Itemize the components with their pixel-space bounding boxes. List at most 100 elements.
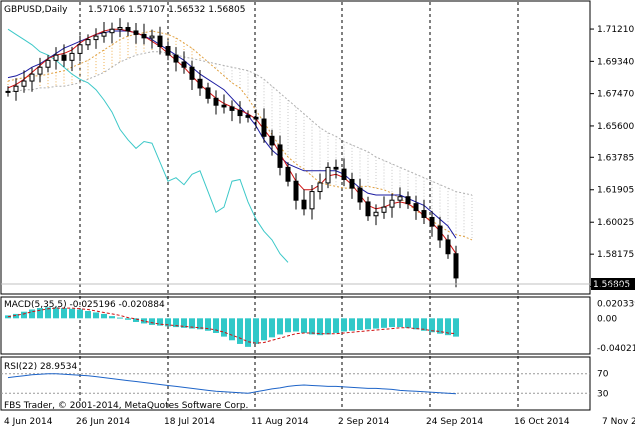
bar-body-33 [269,135,275,146]
bar-body-10 [85,39,91,46]
macd-bar-7 [61,308,67,319]
bar-body-47 [381,206,387,213]
rsi-panel[interactable] [0,356,591,411]
macd-bar-33 [269,318,275,338]
x-tick-label-2: 18 Jul 2014 [164,417,215,427]
bar-body-53 [429,216,435,227]
bar-body-17 [141,33,147,39]
macd-bar-38 [309,318,315,335]
x-axis-labels: 4 Jun 2014 26 Jun 2014 18 Jul 2014 11 Aug 2… [4,417,635,427]
macd-bar-8 [69,308,75,319]
ohlc-values: 1.57106 1.57107 1.56532 1.56805 [88,5,245,15]
macd-tick-label-0: 0.020339 [597,299,635,309]
macd-bar-40 [325,318,331,335]
bar-body-23 [189,66,195,80]
main-tick-label-7: 1.58175 [597,250,634,260]
main-tick-label-1: 1.69340 [597,57,634,67]
rsi-line-path [7,373,457,395]
macd-bar-10 [85,310,91,319]
macd-bar-13 [109,316,115,319]
macd-bar-51 [413,318,419,330]
bar-body-42 [341,168,347,180]
rsi-tick-label-1: 30 [597,389,609,399]
current-price-label: 1.56805 [593,280,630,290]
macd-bar-53 [429,318,435,333]
macd-bar-15 [125,318,131,320]
macd-bar-27 [221,318,227,337]
bar-body-20 [165,45,171,56]
macd-histogram [5,307,459,347]
x-tick-label-6: 16 Oct 2014 [514,417,570,427]
macd-bar-0 [5,315,11,319]
bar-body-39 [317,182,323,193]
price-bars [5,18,459,288]
main-tick-label-8: 1.56300 [597,283,634,293]
rsi-header: RSI(22) 28.9534 [4,362,77,372]
macd-header: MACD(5,35,5) -0.025196 -0.020884 [4,300,165,310]
macd-bar-19 [157,318,163,326]
macd-bar-31 [253,318,259,344]
x-tick-label-5: 24 Sep 2014 [426,417,483,427]
y-axis-labels: 1.71210 1.69340 1.67470 1.65600 1.63785 1.619… [590,25,635,399]
senkou-span-b [8,51,473,196]
macd-bar-39 [317,318,323,336]
macd-bar-11 [93,312,99,319]
bar-body-2 [21,80,27,87]
macd-bar-5 [45,307,51,319]
main-tick-label-5: 1.61905 [597,186,634,196]
bar-body-25 [205,87,211,99]
bar-body-7 [61,54,67,61]
bar-body-32 [261,118,267,137]
macd-bar-42 [341,318,347,332]
macd-bar-20 [165,318,171,327]
macd-bar-54 [437,318,443,334]
bar-body-12 [101,32,107,37]
bar-body-31 [253,116,259,120]
bar-body-30 [245,115,251,118]
macd-bar-3 [29,309,35,319]
main-tick-label-6: 1.60025 [597,218,634,228]
macd-signal-line [7,307,457,344]
macd-bar-45 [365,318,371,330]
bar-body-50 [405,196,411,205]
bar-body-19 [157,35,163,47]
macd-bar-16 [133,318,139,322]
bar-body-9 [77,44,83,54]
bar-body-37 [301,199,307,210]
macd-bar-48 [389,318,395,328]
bar-body-46 [373,211,379,217]
x-tick-label-3: 11 Aug 2014 [251,417,309,427]
x-tick-label-0: 4 Jun 2014 [4,417,53,427]
bar-body-52 [421,210,427,218]
bar-body-26 [213,97,219,106]
symbol-label: GBPUSD,Daily [4,5,68,15]
macd-bar-4 [37,308,43,319]
current-price-tag [591,278,635,290]
bar-body-44 [357,187,363,203]
bar-body-13 [109,28,115,34]
bar-body-55 [445,239,451,255]
macd-bar-1 [13,313,19,319]
bar-body-35 [285,166,291,182]
macd-bar-36 [293,318,299,332]
rsi-line [1,373,590,395]
macd-bar-43 [349,318,355,331]
bar-body-34 [277,144,283,168]
x-tick-label-7: 7 Nov 2014 [602,417,635,427]
bar-body-49 [397,196,403,201]
bar-body-1 [13,85,19,92]
macd-bar-17 [141,318,147,324]
macd-bar-55 [445,318,451,336]
macd-bar-32 [261,318,267,341]
bar-body-45 [365,201,371,217]
rsi-tick-label-0: 70 [597,370,609,380]
macd-bar-56 [453,318,459,337]
main-panel[interactable] [0,0,591,295]
bar-body-11 [93,35,99,41]
main-tick-label-3: 1.65600 [597,122,634,132]
macd-bar-6 [53,307,59,319]
macd-tick-label-1: 0.00 [597,314,617,324]
bar-body-5 [45,59,51,68]
bar-body-51 [413,203,419,212]
